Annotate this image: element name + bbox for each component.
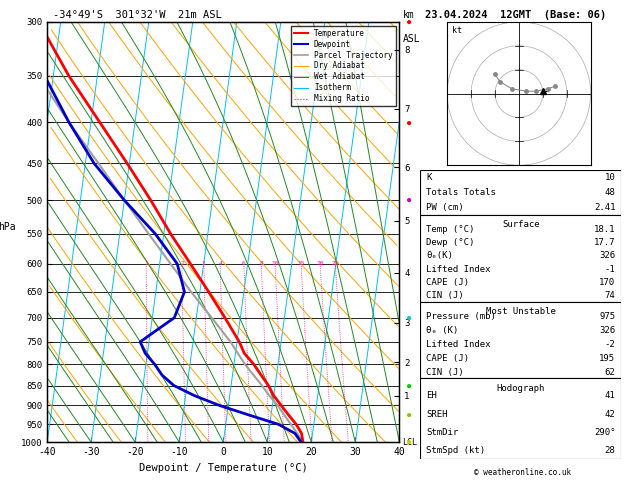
Text: ●: ●: [407, 120, 411, 125]
Text: 290°: 290°: [594, 428, 615, 437]
Text: 48: 48: [604, 188, 615, 197]
Text: ASL: ASL: [403, 34, 420, 44]
Text: PW (cm): PW (cm): [426, 203, 464, 212]
Text: 41: 41: [604, 391, 615, 400]
Text: ●: ●: [407, 439, 411, 445]
Text: 74: 74: [604, 291, 615, 300]
Text: 2: 2: [180, 261, 184, 266]
Text: 975: 975: [599, 312, 615, 321]
Legend: Temperature, Dewpoint, Parcel Trajectory, Dry Adiabat, Wet Adiabat, Isotherm, Mi: Temperature, Dewpoint, Parcel Trajectory…: [291, 26, 396, 106]
Text: Hodograph: Hodograph: [497, 383, 545, 393]
Text: Temp (°C): Temp (°C): [426, 225, 475, 234]
Text: θₑ (K): θₑ (K): [426, 326, 459, 335]
Bar: [420, 215, 621, 302]
Text: CAPE (J): CAPE (J): [426, 278, 469, 287]
Text: © weatheronline.co.uk: © weatheronline.co.uk: [474, 468, 571, 477]
Text: 8: 8: [259, 261, 263, 266]
Text: km: km: [403, 10, 415, 20]
Text: 10: 10: [271, 261, 279, 266]
Text: ●: ●: [407, 412, 411, 418]
Text: 10: 10: [604, 173, 615, 182]
Text: -34°49'S  301°32'W  21m ASL: -34°49'S 301°32'W 21m ASL: [53, 10, 222, 20]
Text: SREH: SREH: [426, 410, 448, 418]
Text: -1: -1: [604, 265, 615, 274]
Text: Totals Totals: Totals Totals: [426, 188, 496, 197]
Text: 18.1: 18.1: [594, 225, 615, 234]
Text: 1: 1: [144, 261, 148, 266]
Text: Lifted Index: Lifted Index: [426, 265, 491, 274]
Text: CIN (J): CIN (J): [426, 367, 464, 377]
Text: CIN (J): CIN (J): [426, 291, 464, 300]
Text: 2.41: 2.41: [594, 203, 615, 212]
Text: 15: 15: [298, 261, 305, 266]
Text: ●: ●: [407, 197, 411, 203]
Text: θₑ(K): θₑ(K): [426, 251, 453, 260]
Y-axis label: hPa: hPa: [0, 222, 16, 232]
Text: 4: 4: [218, 261, 222, 266]
Text: 170: 170: [599, 278, 615, 287]
Text: Most Unstable: Most Unstable: [486, 307, 556, 316]
Text: 3: 3: [202, 261, 206, 266]
Text: 20: 20: [316, 261, 324, 266]
Text: ●: ●: [407, 382, 411, 388]
Text: EH: EH: [426, 391, 437, 400]
Text: 195: 195: [599, 354, 615, 363]
Text: CAPE (J): CAPE (J): [426, 354, 469, 363]
Text: 28: 28: [604, 447, 615, 455]
Text: 326: 326: [599, 251, 615, 260]
Text: kt: kt: [452, 26, 462, 35]
Text: Lifted Index: Lifted Index: [426, 340, 491, 349]
Text: Dewp (°C): Dewp (°C): [426, 238, 475, 247]
Text: 23.04.2024  12GMT  (Base: 06): 23.04.2024 12GMT (Base: 06): [425, 10, 606, 20]
Text: LCL: LCL: [403, 438, 418, 447]
Text: 25: 25: [331, 261, 339, 266]
Text: K: K: [426, 173, 431, 182]
Bar: [420, 378, 621, 459]
Text: 326: 326: [599, 326, 615, 335]
Bar: [420, 302, 621, 378]
Text: -2: -2: [604, 340, 615, 349]
Text: ●: ●: [407, 19, 411, 25]
Text: StmDir: StmDir: [426, 428, 459, 437]
Text: 6: 6: [242, 261, 246, 266]
Text: 42: 42: [604, 410, 615, 418]
Text: ●: ●: [407, 315, 411, 321]
Text: Surface: Surface: [502, 220, 540, 229]
Text: 17.7: 17.7: [594, 238, 615, 247]
Text: Pressure (mb): Pressure (mb): [426, 312, 496, 321]
Bar: [420, 170, 621, 215]
X-axis label: Dewpoint / Temperature (°C): Dewpoint / Temperature (°C): [139, 463, 308, 473]
Text: StmSpd (kt): StmSpd (kt): [426, 447, 486, 455]
Text: 62: 62: [604, 367, 615, 377]
